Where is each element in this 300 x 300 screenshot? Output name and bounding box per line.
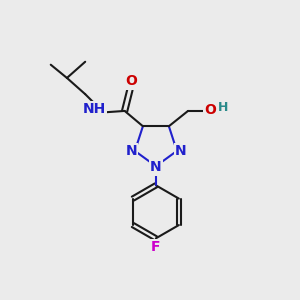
Text: O: O <box>125 74 137 88</box>
Text: H: H <box>218 101 229 115</box>
Text: N: N <box>125 144 137 158</box>
Text: NH: NH <box>82 103 106 116</box>
Text: N: N <box>150 161 162 175</box>
Text: N: N <box>175 144 186 158</box>
Text: O: O <box>204 103 216 117</box>
Text: N: N <box>150 160 162 174</box>
Text: F: F <box>151 240 160 254</box>
